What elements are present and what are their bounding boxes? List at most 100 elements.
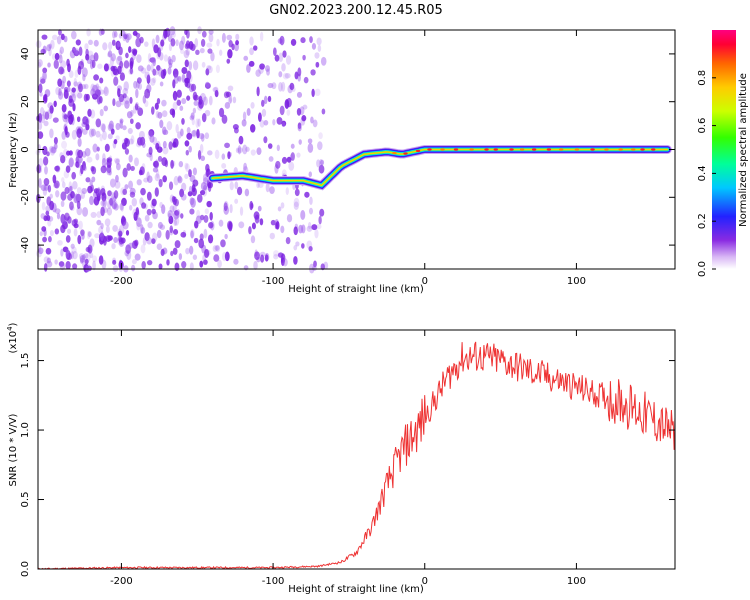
noise-speck	[170, 159, 174, 169]
noise-speck	[112, 259, 117, 265]
noise-speck	[257, 112, 262, 122]
signal-peak	[631, 148, 636, 151]
noise-speck	[190, 112, 195, 120]
noise-speck	[267, 83, 274, 89]
noise-speck	[260, 254, 265, 263]
noise-speck	[293, 201, 299, 211]
noise-speck	[56, 212, 61, 220]
noise-speck	[289, 82, 295, 91]
noise-speck	[191, 187, 197, 197]
noise-speck	[201, 30, 207, 38]
noise-speck	[199, 260, 204, 268]
noise-speck	[311, 88, 315, 98]
noise-speck	[85, 117, 90, 126]
noise-speck	[223, 200, 229, 211]
noise-speck	[96, 192, 101, 202]
noise-speck	[95, 118, 102, 128]
noise-speck	[285, 55, 292, 65]
noise-speck	[198, 132, 205, 140]
noise-speck	[227, 151, 231, 160]
noise-speck	[72, 91, 78, 99]
noise-speck	[178, 253, 183, 260]
noise-speck	[279, 35, 285, 46]
noise-speck	[113, 30, 118, 38]
noise-speck	[212, 245, 218, 252]
noise-speck	[158, 263, 163, 270]
noise-speck	[242, 144, 248, 155]
spectrogram-x-tick-label: 0	[422, 276, 428, 287]
noise-speck	[76, 206, 83, 216]
noise-speck	[91, 166, 97, 175]
noise-speck	[192, 167, 197, 176]
noise-speck	[128, 242, 134, 249]
noise-speck	[78, 83, 83, 93]
colorbar-tick-label: 0.0	[697, 261, 708, 277]
noise-speck	[281, 122, 286, 128]
noise-speck	[72, 195, 78, 203]
noise-speck	[144, 100, 149, 108]
noise-speck	[207, 181, 214, 189]
noise-speck	[198, 238, 205, 249]
noise-speck	[128, 180, 134, 190]
noise-speck	[207, 150, 213, 156]
noise-speck	[66, 58, 70, 67]
noise-speck	[278, 82, 283, 92]
noise-speck	[162, 68, 167, 77]
noise-speck	[263, 95, 268, 105]
noise-speck	[112, 225, 118, 232]
noise-speck	[102, 130, 107, 141]
noise-speck	[215, 64, 220, 74]
noise-speck	[58, 261, 65, 267]
noise-speck	[81, 67, 88, 78]
noise-speck	[166, 121, 173, 131]
noise-speck	[88, 128, 95, 138]
noise-speck	[66, 86, 71, 93]
spectrogram-y-tick-label: -20	[20, 189, 31, 205]
noise-speck	[203, 214, 209, 223]
noise-speck	[63, 114, 68, 120]
noise-speck	[63, 148, 69, 159]
noise-speck	[58, 49, 63, 59]
noise-speck	[274, 54, 280, 62]
noise-speck	[309, 196, 313, 205]
noise-speck	[306, 225, 313, 232]
noise-speck	[112, 30, 116, 39]
noise-speck	[255, 69, 261, 77]
noise-speck	[100, 206, 105, 217]
noise-speck	[236, 186, 243, 196]
noise-speck	[114, 180, 121, 189]
noise-speck	[190, 197, 196, 208]
noise-speck	[174, 198, 179, 207]
noise-speck	[73, 47, 80, 54]
noise-speck	[184, 59, 189, 68]
noise-speck	[69, 201, 74, 211]
signal-peak	[651, 148, 656, 151]
noise-speck	[263, 120, 269, 126]
noise-speck	[280, 202, 285, 209]
noise-speck	[189, 262, 194, 271]
noise-speck	[84, 258, 89, 265]
noise-speck	[46, 196, 52, 206]
noise-speck	[192, 129, 197, 138]
noise-speck	[116, 41, 121, 48]
noise-speck	[174, 240, 181, 249]
noise-speck	[61, 111, 66, 119]
noise-speck	[290, 152, 295, 161]
noise-speck	[253, 45, 258, 51]
noise-speck	[136, 179, 142, 186]
noise-speck	[281, 120, 287, 127]
noise-speck	[122, 188, 128, 195]
noise-speck	[89, 54, 95, 62]
noise-speck	[43, 184, 50, 191]
noise-speck	[67, 228, 72, 234]
noise-speck	[120, 216, 127, 227]
noise-speck	[40, 48, 46, 55]
noise-speck	[73, 81, 79, 87]
noise-speck	[62, 75, 67, 84]
noise-speck	[293, 226, 298, 236]
noise-speck	[243, 55, 249, 61]
noise-speck	[221, 114, 228, 124]
noise-speck	[71, 219, 78, 227]
noise-speck	[320, 56, 327, 66]
noise-speck	[85, 253, 91, 263]
